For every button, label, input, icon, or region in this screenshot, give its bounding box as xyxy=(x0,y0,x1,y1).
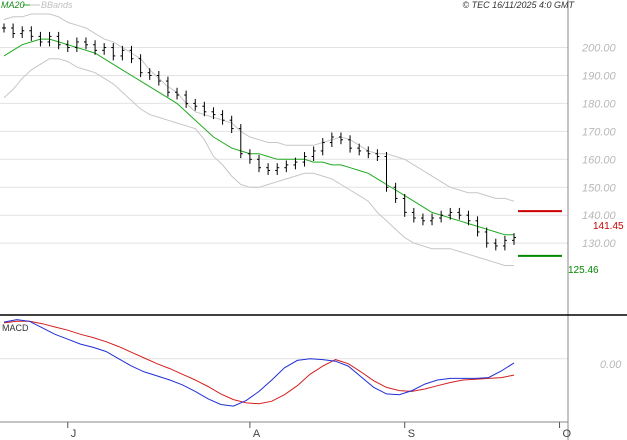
x-tick-label: J xyxy=(71,428,77,440)
price-bar xyxy=(393,182,398,203)
price-bar xyxy=(147,68,152,80)
price-bar xyxy=(512,233,516,245)
price-bar xyxy=(457,207,462,220)
price-bar xyxy=(284,160,289,173)
price-bar xyxy=(2,23,6,33)
price-bar xyxy=(357,143,362,156)
ma20-legend-label: MA20 xyxy=(1,0,25,10)
price-bar xyxy=(502,235,507,251)
price-bar xyxy=(348,135,353,153)
price-bar xyxy=(220,110,225,125)
price-bar xyxy=(338,132,343,145)
price-bar xyxy=(47,31,52,47)
bollinger-bands xyxy=(3,13,515,266)
y-tick-label: 190.00 xyxy=(582,70,617,82)
price-bar xyxy=(238,124,243,159)
price-bar xyxy=(74,37,79,53)
price-bar xyxy=(430,213,435,226)
x-tick-label: S xyxy=(408,428,415,440)
price-bar xyxy=(120,45,125,61)
price-bar xyxy=(184,90,189,108)
macd-panel-lines xyxy=(3,319,515,407)
price-bar xyxy=(175,87,180,100)
support-level-label: 125.46 xyxy=(568,265,599,276)
ma20-line xyxy=(3,38,514,236)
price-bar xyxy=(448,207,453,220)
price-bar xyxy=(11,23,16,39)
price-bars xyxy=(2,23,516,251)
price-bar xyxy=(311,146,316,161)
price-bar xyxy=(211,107,216,120)
price-bar xyxy=(111,43,116,61)
y-tick-label: 200.00 xyxy=(581,43,617,55)
y-tick-label: 180.00 xyxy=(582,98,617,110)
price-bar xyxy=(129,45,134,64)
price-y-ticks: 130.00 140.00 150.00 160.00 170.00 180.00 190.… xyxy=(581,43,617,251)
y-tick-label: 150.00 xyxy=(582,182,617,194)
price-bar xyxy=(138,54,143,78)
price-bar xyxy=(293,157,298,170)
x-tick-label: A xyxy=(253,428,261,440)
y-tick-label: 140.00 xyxy=(582,210,617,222)
price-bar xyxy=(320,138,325,156)
price-bar xyxy=(247,149,252,164)
price-bar xyxy=(493,238,498,251)
price-bar xyxy=(402,193,407,217)
price-bar xyxy=(475,216,480,237)
price-grid xyxy=(0,47,568,360)
y-tick-label: 170.00 xyxy=(582,126,617,138)
price-bar xyxy=(20,26,25,39)
macd-line xyxy=(3,319,515,407)
price-bar xyxy=(266,163,271,175)
bband-lower-line xyxy=(3,58,514,266)
copyright-label: © TEC 16/11/2025 4:0 GMT xyxy=(462,0,575,10)
price-bar xyxy=(193,98,198,111)
macd-panel-label: MACD xyxy=(2,323,29,333)
price-bar xyxy=(83,37,88,50)
y-tick-label: 130.00 xyxy=(582,238,617,250)
bband-upper-line xyxy=(3,13,515,202)
price-bar xyxy=(65,40,70,53)
price-bar xyxy=(484,227,489,248)
x-ticks: JASON xyxy=(67,422,572,440)
macd-zero-tick-label: 0.00 xyxy=(600,359,622,371)
price-bar xyxy=(29,26,34,41)
price-bar xyxy=(375,149,380,161)
price-bar xyxy=(411,207,416,223)
price-bar xyxy=(275,163,280,175)
price-bar xyxy=(420,213,425,226)
price-bar xyxy=(93,40,98,55)
price-bar xyxy=(366,146,371,159)
price-bar xyxy=(156,71,161,86)
price-bar xyxy=(202,101,207,117)
price-bar xyxy=(384,152,389,192)
signal-line xyxy=(3,320,515,405)
price-bar xyxy=(466,210,471,226)
price-bar xyxy=(257,154,261,173)
bbands-legend-label: BBands xyxy=(41,0,73,10)
y-tick-label: 160.00 xyxy=(582,154,617,166)
price-bar xyxy=(38,31,43,47)
ma20-line-path xyxy=(3,38,514,236)
price-bar xyxy=(302,152,307,167)
price-bar xyxy=(56,31,61,50)
price-bar xyxy=(102,43,107,55)
price-bar xyxy=(165,76,170,97)
resistance-level-label: 141.45 xyxy=(593,221,624,232)
x-tick-label: O xyxy=(563,428,572,440)
price-levels xyxy=(518,210,562,257)
price-bar xyxy=(229,115,234,134)
price-bar xyxy=(439,210,444,223)
price-bar xyxy=(329,132,334,148)
